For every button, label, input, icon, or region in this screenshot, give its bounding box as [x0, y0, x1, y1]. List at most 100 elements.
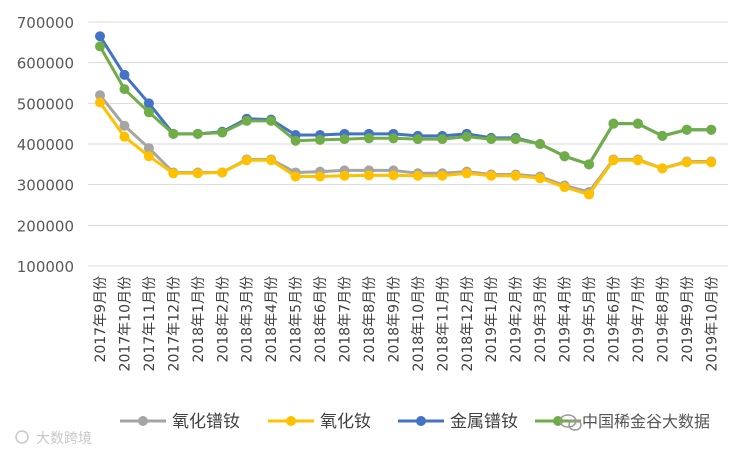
- y-tick-label: 400000: [17, 136, 74, 154]
- data-point: [192, 128, 203, 139]
- x-tick-label: 2017年10月份: [117, 276, 133, 371]
- x-tick-label: 2019年5月份: [582, 276, 598, 363]
- data-point: [510, 170, 521, 181]
- x-tick-label: 2017年9月份: [93, 276, 109, 363]
- data-point: [168, 128, 179, 139]
- x-tick-label: 2019年8月份: [655, 276, 671, 363]
- data-point: [388, 133, 399, 144]
- data-point: [559, 182, 570, 193]
- data-point: [95, 31, 105, 42]
- data-point: [584, 159, 594, 170]
- y-tick-label: 200000: [17, 217, 74, 235]
- data-point: [535, 139, 546, 149]
- data-point: [412, 134, 423, 145]
- legend-marker: [138, 416, 148, 426]
- data-point: [290, 135, 301, 146]
- data-point: [315, 171, 326, 182]
- data-point: [437, 134, 448, 145]
- x-tick-label: 2018年5月份: [289, 276, 305, 363]
- x-tick-label: 2018年7月份: [338, 276, 354, 363]
- data-point: [119, 69, 130, 80]
- data-point: [681, 124, 692, 135]
- x-tick-label: 2018年6月份: [313, 276, 329, 363]
- data-point: [143, 107, 154, 118]
- data-point: [192, 168, 203, 179]
- data-point: [559, 151, 570, 162]
- data-point: [95, 41, 105, 52]
- x-tick-label: 2019年9月份: [680, 276, 696, 363]
- data-point: [608, 155, 619, 166]
- x-tick-label: 2019年1月份: [484, 276, 500, 363]
- x-tick-label: 2019年2月份: [509, 276, 525, 363]
- x-tick-label: 2019年4月份: [558, 276, 574, 363]
- x-tick-label: 2018年3月份: [240, 276, 256, 363]
- watermark-logo-icon: [15, 430, 29, 444]
- legend-marker: [286, 416, 296, 426]
- data-point: [143, 143, 154, 154]
- data-point: [657, 163, 668, 174]
- x-tick-label: 2017年11月份: [142, 276, 158, 371]
- data-point: [584, 189, 594, 200]
- y-tick-label: 300000: [17, 177, 74, 195]
- data-point: [168, 168, 179, 179]
- data-point: [315, 134, 326, 145]
- data-point: [290, 171, 301, 182]
- data-point: [143, 151, 154, 162]
- data-point: [119, 131, 130, 142]
- data-point: [95, 90, 105, 101]
- data-point: [461, 131, 472, 142]
- data-point: [266, 155, 277, 166]
- data-point: [241, 115, 252, 126]
- data-point: [706, 157, 717, 168]
- data-point: [632, 118, 643, 129]
- legend-marker: [416, 416, 426, 426]
- data-point: [339, 170, 350, 181]
- data-point: [119, 120, 130, 131]
- x-tick-label: 2018年2月份: [215, 276, 231, 363]
- data-point: [486, 170, 497, 181]
- data-point: [241, 155, 252, 166]
- data-point: [681, 157, 692, 168]
- y-tick-label: 600000: [17, 55, 74, 73]
- x-tick-label: 2018年4月份: [264, 276, 280, 363]
- legend-label: 氧化镨钕: [172, 412, 240, 432]
- y-tick-label: 500000: [17, 95, 74, 113]
- x-tick-label: 2019年10月份: [704, 276, 720, 371]
- data-point: [217, 127, 228, 138]
- legend-item-3: 金属镨钕: [398, 412, 518, 432]
- y-tick-label: 700000: [17, 14, 74, 32]
- data-point: [657, 130, 668, 141]
- data-point: [510, 134, 521, 145]
- legend-label: 金属镨钕: [450, 412, 518, 432]
- x-tick-label: 2019年3月份: [533, 276, 549, 363]
- data-point: [535, 173, 546, 184]
- series-line-3: [98, 35, 712, 166]
- data-point: [461, 168, 472, 179]
- legend-label: 氧化钕: [320, 412, 371, 432]
- x-tick-label: 2019年7月份: [631, 276, 647, 363]
- y-tick-label: 100000: [17, 258, 74, 276]
- data-point: [412, 170, 423, 181]
- x-tick-label: 2018年10月份: [411, 276, 427, 371]
- x-tick-label: 2017年12月份: [166, 276, 182, 371]
- legend-item-2: 氧化钕: [268, 412, 371, 432]
- data-point: [95, 97, 105, 108]
- data-point: [632, 155, 643, 166]
- series-line-2: [98, 101, 712, 196]
- legend-item-1: 氧化镨钕: [120, 412, 240, 432]
- x-tick-label: 2018年12月份: [460, 276, 476, 371]
- x-tick-label: 2018年9月份: [386, 276, 402, 363]
- data-point: [143, 98, 154, 109]
- series-line-4: [98, 45, 712, 166]
- watermark-text-right: 中国稀金谷大数据: [582, 412, 710, 431]
- data-point: [363, 133, 374, 144]
- data-point: [437, 170, 448, 181]
- data-point: [266, 115, 277, 126]
- data-point: [608, 118, 619, 129]
- x-tick-label: 2018年8月份: [362, 276, 378, 363]
- data-point: [486, 134, 497, 145]
- wechat-logo-icon: [559, 414, 582, 431]
- data-point: [119, 84, 130, 95]
